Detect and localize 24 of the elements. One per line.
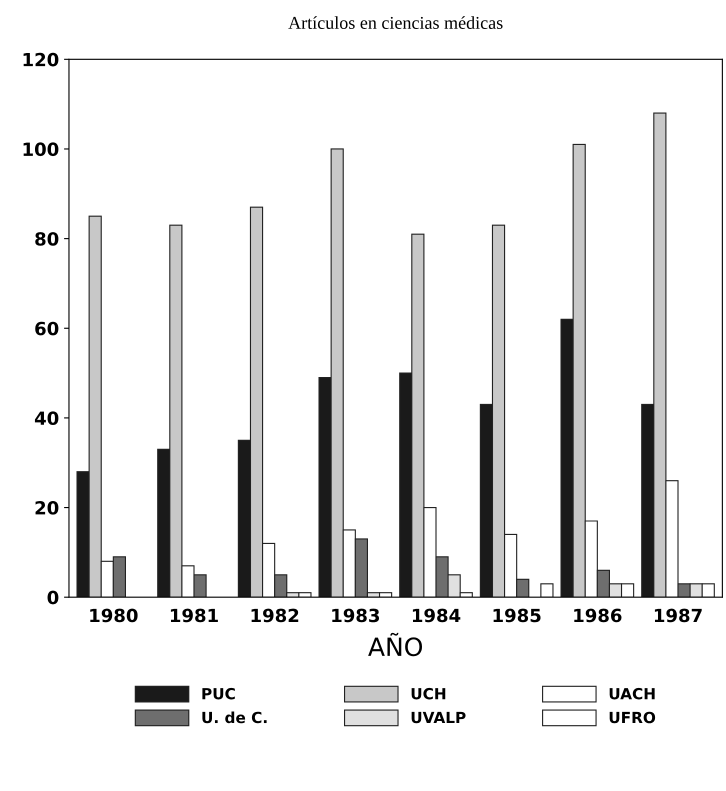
chart-title: Artículos en ciencias médicas — [288, 16, 503, 29]
x-tick-label: 1985 — [494, 608, 541, 622]
legend-label: UACH — [610, 688, 655, 700]
y-tick-label: 100 — [24, 142, 58, 156]
x-tick-label: 1987 — [654, 608, 702, 622]
x-tick-label: 1982 — [252, 608, 298, 622]
bar — [540, 583, 554, 598]
x-tick-label: 1981 — [170, 608, 218, 622]
legend-label: UCH — [412, 688, 446, 700]
x-axis-title: AÑO — [368, 632, 422, 656]
x-tick-label: 1986 — [574, 608, 622, 622]
x-tick-label: 1984 — [412, 608, 460, 622]
y-tick-label: 0 — [48, 590, 58, 604]
y-tick-label: 40 — [34, 411, 58, 426]
y-tick-label: 20 — [36, 501, 58, 515]
legend-label: PUC — [202, 688, 235, 700]
x-tick-label: 1980 — [90, 608, 138, 622]
legend-label: UFRO — [610, 712, 656, 724]
legend-label: U. de C. — [202, 711, 267, 724]
legend-label: UVALP — [412, 712, 466, 724]
y-tick-label: 60 — [35, 322, 58, 336]
x-tick-label: 1983 — [332, 608, 380, 622]
y-tick-label: 120 — [24, 52, 58, 66]
y-tick-label: 80 — [35, 232, 58, 246]
